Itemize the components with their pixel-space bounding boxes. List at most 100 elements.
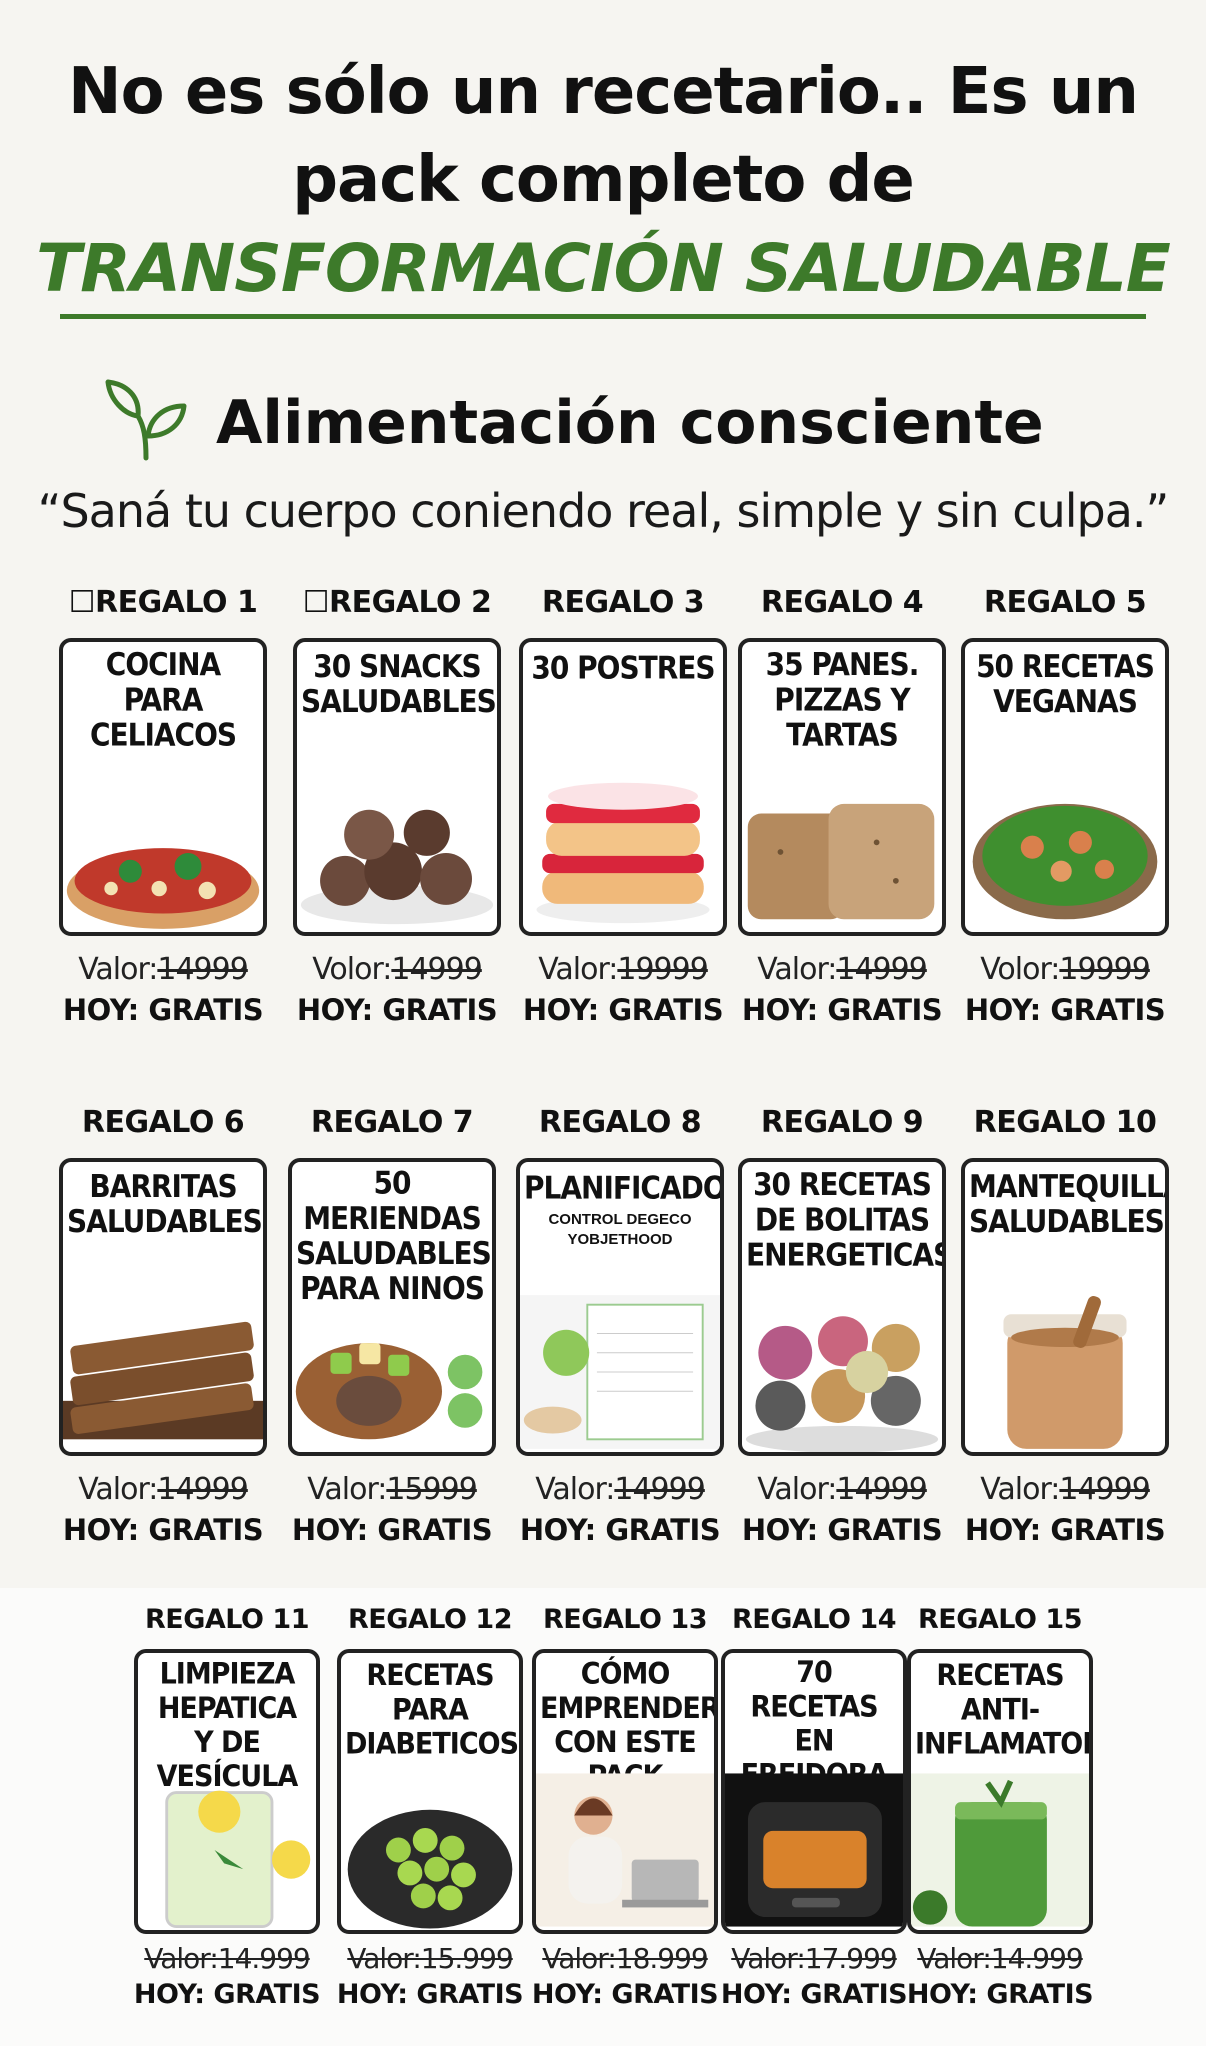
- price-value: 14999: [157, 1472, 248, 1507]
- gift-card-1: ☐REGALO 1 COCINA PARA CELIACOS Valor:14999…: [39, 585, 287, 1027]
- gift-label: REGALO 3: [541, 585, 705, 620]
- hero-header: No es sólo un recetario.. Es un pack com…: [0, 0, 1206, 319]
- price-value: 14999: [391, 952, 482, 987]
- woman-laptop-image: [536, 1773, 714, 1927]
- gift-card-5: REGALO 5 50 RECETAS VEGANAS Volor:19999 HOY…: [941, 585, 1189, 1027]
- gift-title: RECETAS PARA DIABETICOS: [345, 1658, 519, 1762]
- gift-label: REGALO 5: [983, 585, 1147, 620]
- gift-free-label: HOY: GRATIS: [741, 1513, 943, 1547]
- headline-line-1: No es sólo un recetario.. Es un: [68, 55, 1139, 129]
- price-label: Valor:: [757, 1472, 837, 1507]
- sprout-icon: [104, 378, 188, 467]
- price-value: 19999: [617, 952, 708, 987]
- price-label: Valor:: [538, 952, 618, 987]
- gift-subtitle: CONTROL DEGECO YOBJETHOOD: [548, 1211, 692, 1248]
- price-value: 14999: [836, 1472, 927, 1507]
- gift-cover: MANTEQUILLAS SALUDABLES: [961, 1158, 1169, 1456]
- gift-card-6: REGALO 6 BARRITAS SALUDABLES Valor:14999 HO…: [39, 1105, 287, 1547]
- gift-free-label: HOY: GRATIS: [906, 1979, 1094, 2010]
- gift-label: ☐REGALO 2: [302, 585, 492, 620]
- gift-cover: LIMPIEZA HEPATICA Y DE VESÍCULA: [134, 1649, 320, 1934]
- gift-label: REGALO 13: [543, 1604, 707, 1635]
- gift-cover: RECETAS PARA DIABETICOS: [337, 1649, 523, 1934]
- price-text: Valor:14.999: [144, 1942, 310, 1975]
- gift-title: 50 MERIENDAS SALUDABLES PARA NINOS: [296, 1165, 492, 1307]
- gift-label: REGALO 11: [145, 1604, 309, 1635]
- gift-original-price: Valor:14.999: [887, 1942, 1113, 1975]
- gift-card-10: REGALO 10 MANTEQUILLAS SALUDABLES Valor:14…: [941, 1105, 1189, 1547]
- gift-cover: 30 POSTRES: [519, 638, 727, 936]
- gift-card-3: REGALO 3 30 POSTRES Valor:19999 HOY: GRATIS: [499, 585, 747, 1027]
- gift-free-label: HOY: GRATIS: [964, 993, 1166, 1027]
- bread-image: [747, 803, 935, 920]
- gift-cover: 50 MERIENDAS SALUDABLES PARA NINOS: [288, 1158, 496, 1456]
- gift-free-label: HOY: GRATIS: [519, 1513, 721, 1547]
- gift-original-price: Valor:14999: [496, 1472, 744, 1507]
- gift-cover: BARRITAS SALUDABLES: [59, 1158, 267, 1456]
- gift-card-7: REGALO 7 50 MERIENDAS SALUDABLES PARA NIN…: [268, 1105, 516, 1547]
- gift-label: REGALO 7: [310, 1105, 474, 1140]
- gift-label: REGALO 9: [760, 1105, 924, 1140]
- gift-cover: 30 RECETAS DE BOLITAS ENERGETICAS: [738, 1158, 946, 1456]
- energy-balls-image: [300, 809, 494, 925]
- price-label: Valor:: [78, 1472, 158, 1507]
- price-label: Valor:: [980, 1472, 1060, 1507]
- gift-cover: 50 RECETAS VEGANAS: [961, 638, 1169, 936]
- gift-original-price: Volor:19999: [941, 952, 1189, 987]
- price-value: 14999: [836, 952, 927, 987]
- price-label: Volor:: [312, 952, 392, 987]
- tagline-quote: “Saná tu cuerpo coniendo real, simple y …: [37, 484, 1170, 538]
- peanut-butter-jar-image: [1003, 1296, 1127, 1449]
- gift-label: REGALO 14: [732, 1604, 896, 1635]
- price-text: Valor:17.999: [731, 1942, 897, 1975]
- price-value: 14999: [614, 1472, 705, 1507]
- section-heading: Alimentación consciente: [104, 378, 1044, 467]
- gift-free-label: HOY: GRATIS: [296, 993, 498, 1027]
- section-title: Alimentación consciente: [216, 387, 1044, 458]
- price-text: Valor:18.999: [542, 1942, 708, 1975]
- gift-card-4: REGALO 4 35 PANES. PIZZAS Y TARTAS Valor:1…: [718, 585, 966, 1027]
- gift-card-12: REGALO 12 RECETAS PARA DIABETICOS Valor:15…: [317, 1604, 543, 2010]
- granola-bars-image: [63, 1321, 263, 1440]
- gift-card-15: REGALO 15 RECETAS ANTI- INFLAMATORIAS Valo…: [887, 1604, 1113, 2010]
- gift-label: REGALO 12: [348, 1604, 512, 1635]
- gift-free-label: HOY: GRATIS: [62, 1513, 264, 1547]
- gift-card-13: REGALO 13 CÓMO EMPRENDER CON ESTE PACK Val…: [512, 1604, 738, 2010]
- gift-cover: 35 PANES. PIZZAS Y TARTAS: [738, 638, 946, 936]
- gift-label: REGALO 10: [973, 1105, 1157, 1140]
- gift-original-price: Valor:14999: [718, 952, 966, 987]
- gift-original-price: Valor:14999: [39, 952, 287, 987]
- price-value: 19999: [1059, 952, 1150, 987]
- gift-title: BARRITAS SALUDABLES: [67, 1168, 263, 1240]
- price-label: Valor:: [757, 952, 837, 987]
- green-smoothie-image: [911, 1773, 1089, 1927]
- gift-cover: COCINA PARA CELIACOS: [59, 638, 267, 936]
- price-value: 14999: [1059, 1472, 1150, 1507]
- gift-label: REGALO 6: [81, 1105, 245, 1140]
- gift-original-price: Valor:14.999: [114, 1942, 340, 1975]
- gift-title: MANTEQUILLAS SALUDABLES: [969, 1168, 1165, 1240]
- price-label: Valor:: [307, 1472, 387, 1507]
- gift-original-price: Valor:18.999: [512, 1942, 738, 1975]
- gift-free-label: HOY: GRATIS: [291, 1513, 493, 1547]
- gift-card-2: ☐REGALO 2 30 SNACKS SALUDABLES Volor:14999…: [273, 585, 521, 1027]
- strawberry-cake-image: [536, 782, 710, 924]
- air-fryer-image: [725, 1773, 903, 1927]
- gift-title: 30 POSTRES: [531, 649, 715, 687]
- price-text: Valor:15.999: [347, 1942, 513, 1975]
- gift-free-label: HOY: GRATIS: [522, 993, 724, 1027]
- gift-original-price: Valor:15.999: [317, 1942, 543, 1975]
- price-text: Valor:14.999: [917, 1942, 1083, 1975]
- lemon-water-image: [165, 1790, 311, 1928]
- gift-original-price: Valor:17.999: [701, 1942, 927, 1975]
- fruit-bowl-image: [295, 1343, 483, 1440]
- gift-original-price: Valor:19999: [499, 952, 747, 987]
- gift-cover: CÓMO EMPRENDER CON ESTE PACK: [532, 1649, 718, 1934]
- gift-title: 50 RECETAS VEGANAS: [976, 648, 1155, 720]
- price-label: Valor:: [78, 952, 158, 987]
- gift-free-label: HOY: GRATIS: [741, 993, 943, 1027]
- salad-bowl-image: [972, 803, 1158, 920]
- colorful-balls-image: [745, 1316, 939, 1452]
- gift-card-11: REGALO 11 LIMPIEZA HEPATICA Y DE VESÍCULA…: [114, 1604, 340, 2010]
- gift-title: 30 RECETAS DE BOLITAS ENERGETICAS: [746, 1166, 946, 1274]
